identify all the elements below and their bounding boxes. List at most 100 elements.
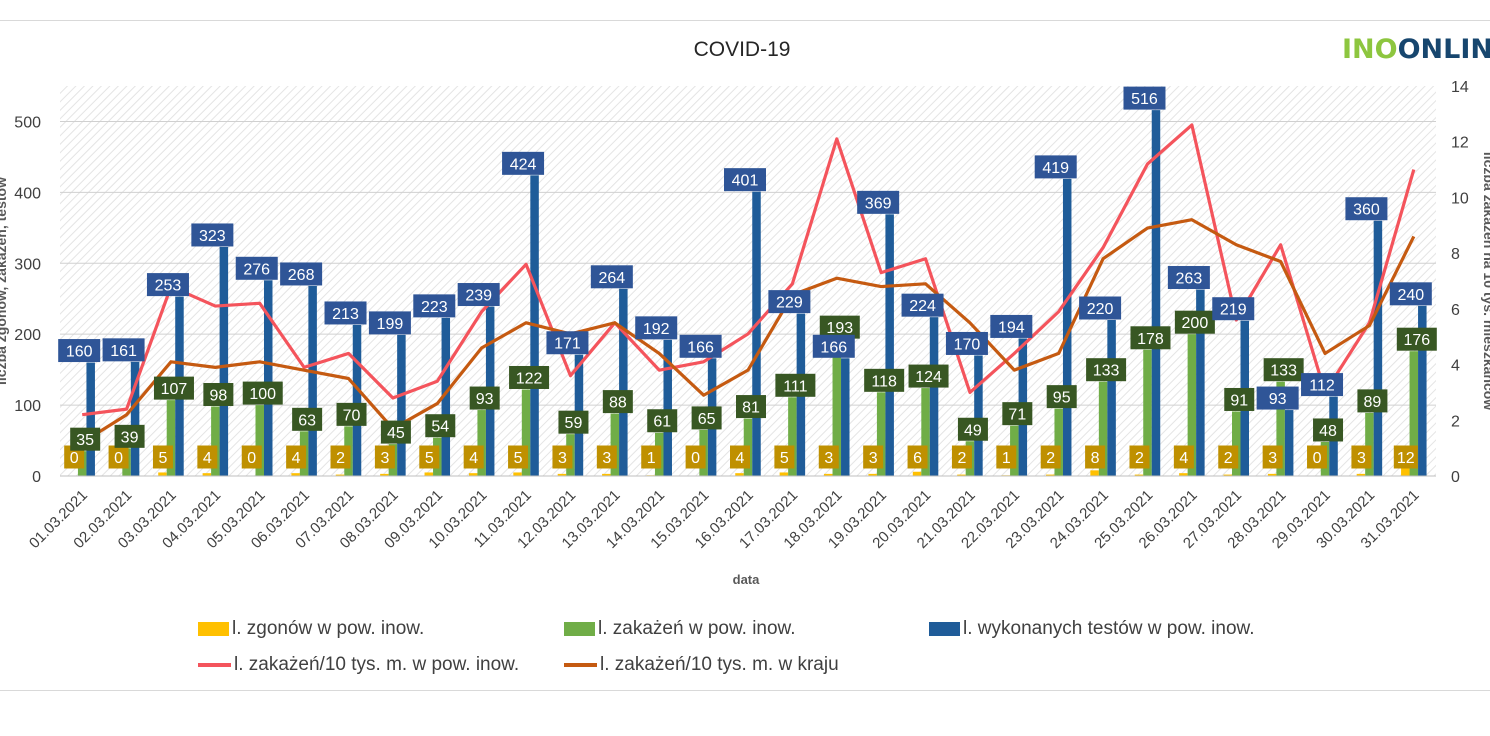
bar-deaths (513, 472, 522, 476)
bar-tests (1373, 220, 1383, 476)
tests-label-box (901, 293, 944, 317)
infections-label: 88 (609, 395, 627, 412)
legend-swatch-infections (564, 622, 595, 636)
bar-tests (663, 339, 672, 476)
tests-label: 240 (1397, 287, 1424, 304)
inoonline-logo: INOONLIN (1342, 34, 1490, 65)
legend-item-local-rate[interactable]: l. zakażeń/10 tys. m. w pow. inow. (198, 654, 519, 676)
legend-swatch-deaths (198, 622, 229, 636)
tests-label-box (1256, 386, 1299, 410)
infections-label: 48 (1319, 423, 1337, 440)
deaths-label: 3 (869, 450, 878, 467)
deaths-label-box (374, 445, 395, 469)
line-local-rate (81, 123, 1416, 417)
deaths-label: 3 (824, 450, 833, 467)
deaths-label-box (1173, 445, 1194, 469)
tests-label-box (945, 331, 988, 355)
deaths-label-box (1307, 445, 1328, 469)
tests-label-box (590, 265, 633, 289)
y-tick-label: 400 (14, 185, 41, 202)
y-tick-label: 0 (32, 469, 41, 486)
deaths-label-box (1040, 445, 1061, 469)
deaths-label: 4 (469, 450, 478, 467)
legend-item-tests[interactable]: l. wykonanych testów w pow. inow. (929, 618, 1254, 640)
legend-line-country-rate (564, 663, 597, 667)
infections-label-box (1130, 326, 1171, 350)
deaths-label-box (508, 445, 529, 469)
bar-tests (752, 191, 761, 476)
deaths-label: 0 (70, 450, 79, 467)
infections-label-box (957, 417, 988, 441)
bar-tests (308, 285, 317, 476)
deaths-label-box (1393, 445, 1418, 469)
deaths-label-box (730, 445, 750, 469)
infections-label: 118 (871, 373, 897, 390)
logo-part-ino: INO (1342, 34, 1398, 65)
deaths-label: 2 (957, 450, 966, 467)
deaths-label: 4 (736, 450, 745, 467)
bar-deaths (824, 473, 833, 476)
infections-label: 71 (1008, 407, 1026, 424)
deaths-label-box (330, 445, 351, 469)
legend-item-country-rate[interactable]: l. zakażeń/10 tys. m. w kraju (564, 654, 839, 676)
tests-label-box (191, 223, 234, 247)
bar-deaths (779, 472, 789, 476)
infections-label: 178 (1137, 331, 1164, 348)
bar-infections (876, 392, 886, 476)
deaths-label: 2 (1135, 450, 1144, 467)
tests-label: 166 (687, 339, 714, 356)
bar-deaths (735, 473, 744, 476)
infections-label: 35 (76, 432, 94, 449)
infections-label-box (1086, 358, 1127, 382)
tests-label: 93 (1269, 391, 1287, 408)
bar-infections (1098, 381, 1108, 476)
frame-bottom-line (0, 690, 1490, 691)
frame-top-line (0, 20, 1490, 21)
y2-tick-label: 4 (1451, 358, 1460, 375)
deaths-label: 1 (647, 450, 656, 467)
bar-infections (1187, 334, 1197, 476)
tests-label-box (102, 338, 145, 362)
tests-label-box (413, 294, 456, 318)
infections-label: 200 (1182, 315, 1209, 332)
bar-tests (130, 361, 140, 476)
bar-infections (1276, 381, 1285, 476)
tests-label: 220 (1087, 301, 1114, 318)
tests-label: 112 (1309, 378, 1335, 395)
infections-label: 45 (387, 425, 405, 442)
bar-tests (397, 334, 406, 476)
infections-label: 63 (298, 412, 316, 429)
deaths-label: 3 (1357, 450, 1366, 467)
tests-label-box (280, 262, 323, 286)
bar-infections (211, 406, 220, 476)
tests-label-box (546, 331, 589, 355)
deaths-label: 2 (1224, 450, 1233, 467)
y2-tick-label: 6 (1451, 302, 1460, 319)
infections-label-box (336, 402, 367, 426)
tests-label-box (235, 256, 278, 280)
deaths-label: 0 (114, 450, 123, 467)
infections-label: 124 (915, 369, 942, 386)
legend-label-tests: l. wykonanych testów w pow. inow. (963, 618, 1255, 639)
infections-label: 49 (964, 422, 982, 439)
bar-tests (1062, 178, 1072, 476)
infections-label: 65 (698, 411, 716, 428)
infections-label-box (775, 373, 816, 397)
legend-item-deaths[interactable]: l. zgonów w pow. inow. (198, 618, 424, 640)
tests-label-box (1345, 197, 1388, 221)
infections-label: 91 (1230, 392, 1248, 409)
y-tick-label: 500 (14, 114, 41, 131)
infections-label-box (1046, 385, 1077, 409)
legend-item-infections[interactable]: l. zakażeń w pow. inow. (564, 618, 796, 640)
deaths-label: 5 (780, 450, 789, 467)
infections-label: 93 (476, 391, 494, 408)
line-country-rate (81, 218, 1416, 444)
deaths-label-box (463, 445, 484, 469)
tests-label-box (324, 301, 367, 325)
deaths-label: 5 (425, 450, 434, 467)
tests-label-box (679, 334, 722, 358)
deaths-label-box (685, 445, 706, 469)
y2-tick-label: 8 (1451, 246, 1460, 263)
infections-label-box (864, 368, 905, 392)
